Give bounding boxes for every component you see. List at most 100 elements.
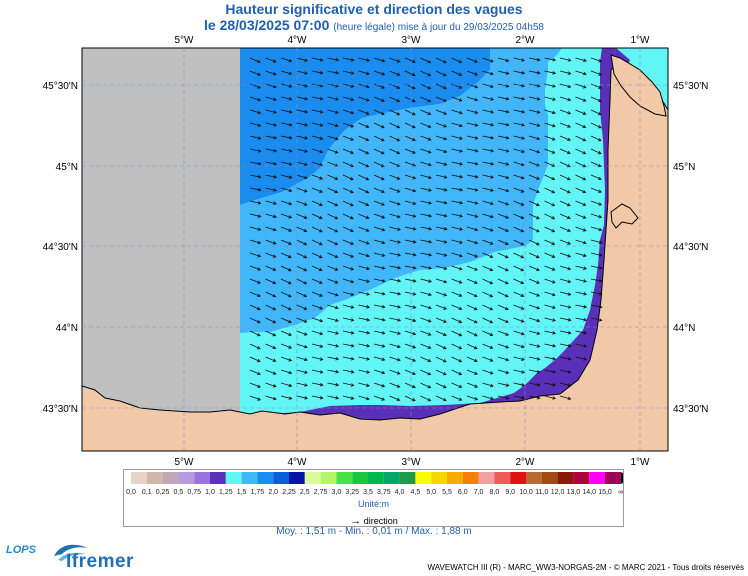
direction-arrowhead — [505, 122, 510, 127]
direction-arrowhead — [490, 201, 494, 206]
direction-arrow — [389, 278, 401, 282]
direction-arrow — [513, 161, 525, 166]
direction-arrowhead — [582, 215, 587, 219]
direction-arrowhead — [273, 148, 278, 153]
direction-arrowhead — [319, 344, 324, 348]
direction-arrow — [497, 161, 509, 166]
direction-arrow — [404, 213, 416, 217]
legend-swatch — [146, 472, 163, 484]
direction-arrow — [327, 200, 338, 206]
direction-arrowhead — [443, 319, 447, 323]
direction-arrowhead — [459, 136, 463, 140]
direction-arrow — [327, 122, 339, 127]
direction-arrowhead — [489, 241, 494, 245]
direction-arrowhead — [474, 97, 479, 102]
direction-arrow — [296, 265, 307, 272]
direction-arrow — [311, 148, 323, 153]
direction-arrowhead — [412, 150, 416, 154]
direction-arrow — [482, 239, 493, 245]
direction-arrowhead — [443, 293, 448, 297]
direction-arrowhead — [552, 71, 557, 75]
direction-arrow — [590, 174, 602, 180]
direction-arrowhead — [551, 241, 556, 246]
direction-arrow — [466, 135, 478, 139]
direction-arrow — [420, 135, 431, 141]
direction-arrow — [451, 187, 463, 191]
direction-arrowhead — [552, 318, 557, 322]
direction-arrowhead — [334, 293, 339, 297]
direction-arrow — [451, 356, 462, 362]
direction-arrowhead — [319, 280, 323, 284]
direction-arrow — [389, 382, 400, 388]
legend-value: 13,0 — [567, 489, 581, 496]
direction-arrowhead — [396, 176, 401, 180]
direction-arrowhead — [304, 370, 308, 374]
direction-arrow — [327, 369, 339, 373]
direction-arrowhead — [583, 253, 587, 258]
direction-arrowhead — [551, 137, 556, 141]
direction-arrow — [451, 174, 463, 178]
direction-arrow — [327, 395, 339, 399]
direction-arrowhead — [489, 294, 494, 298]
direction-arrow — [404, 278, 416, 282]
direction-arrow — [528, 96, 540, 100]
direction-arrowhead — [350, 163, 354, 168]
direction-arrowhead — [551, 215, 556, 220]
direction-arrowhead — [489, 254, 494, 258]
direction-arrowhead — [458, 110, 463, 115]
direction-arrow — [404, 174, 416, 179]
direction-arrowhead — [551, 189, 556, 194]
legend-value: 2,5 — [300, 489, 310, 496]
legend-swatch — [320, 472, 337, 484]
lon-tick-label: 4°W — [288, 457, 308, 468]
direction-arrowhead — [273, 110, 278, 114]
direction-arrow — [389, 239, 401, 243]
direction-arrowhead — [443, 306, 448, 310]
direction-arrowhead — [443, 240, 448, 244]
direction-arrowhead — [536, 293, 541, 297]
direction-arrow — [296, 70, 308, 74]
direction-arrow — [311, 356, 323, 360]
direction-arrowhead — [381, 72, 386, 76]
direction-arrow — [311, 57, 323, 61]
direction-arrow — [327, 252, 338, 258]
direction-arrow — [327, 109, 339, 114]
direction-arrow — [280, 226, 292, 232]
direction-arrowhead — [381, 317, 386, 322]
direction-arrowhead — [365, 253, 370, 258]
direction-arrowhead — [381, 370, 386, 375]
direction-arrow — [513, 174, 525, 179]
direction-arrowhead — [288, 254, 292, 259]
direction-arrowhead — [582, 111, 587, 115]
direction-arrow — [265, 187, 277, 191]
direction-arrowhead — [381, 397, 386, 401]
direction-arrowhead — [334, 189, 339, 194]
direction-arrowhead — [257, 187, 262, 192]
direction-arrowhead — [412, 239, 417, 244]
legend-swatch — [304, 472, 321, 484]
direction-arrowhead — [303, 306, 308, 310]
direction-arrow — [342, 369, 354, 373]
direction-arrow — [373, 57, 385, 62]
direction-arrowhead — [273, 97, 277, 101]
direction-arrow — [296, 135, 308, 139]
direction-arrow — [249, 317, 261, 323]
direction-arrow — [590, 83, 602, 89]
direction-arrow — [404, 226, 416, 230]
legend-swatch — [589, 472, 605, 484]
direction-arrowhead — [489, 319, 494, 324]
direction-arrowhead — [552, 305, 556, 309]
direction-arrow — [451, 109, 463, 114]
direction-arrow — [420, 265, 432, 269]
direction-arrowhead — [583, 330, 588, 335]
direction-arrowhead — [256, 333, 261, 337]
direction-arrowhead — [366, 317, 371, 322]
direction-arrow — [404, 200, 416, 205]
lon-tick-label: 3°W — [402, 457, 422, 468]
legend-swatch — [383, 472, 400, 484]
direction-arrowhead — [335, 356, 340, 361]
direction-arrowhead — [335, 70, 340, 75]
legend-swatches — [131, 472, 623, 484]
direction-arrow — [373, 252, 385, 257]
direction-arrow — [311, 83, 323, 87]
